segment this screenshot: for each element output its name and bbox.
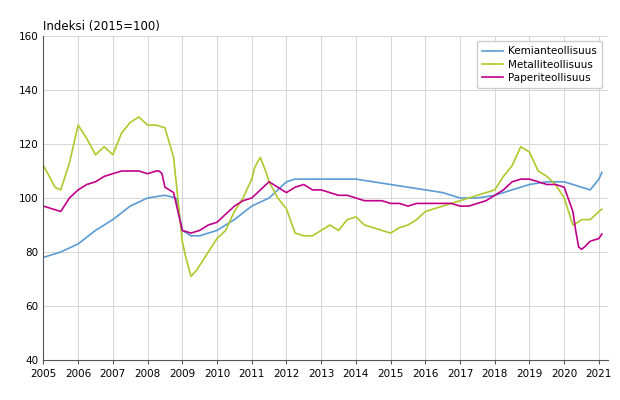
Paperiteollisuus xyxy=(40,204,47,208)
Metalliteollisuus xyxy=(92,152,99,157)
Kemianteollisuus xyxy=(471,196,478,200)
Line: Paperiteollisuus: Paperiteollisuus xyxy=(43,171,602,249)
Metalliteollisuus xyxy=(135,114,143,119)
Legend: Kemianteollisuus, Metalliteollisuus, Paperiteollisuus: Kemianteollisuus, Metalliteollisuus, Pap… xyxy=(477,41,603,88)
Metalliteollisuus xyxy=(309,233,316,238)
Text: Indeksi (2015=100): Indeksi (2015=100) xyxy=(43,20,161,34)
Kemianteollisuus xyxy=(598,170,606,175)
Paperiteollisuus xyxy=(474,201,481,206)
Paperiteollisuus xyxy=(158,171,166,176)
Kemianteollisuus xyxy=(40,255,47,260)
Line: Metalliteollisuus: Metalliteollisuus xyxy=(43,117,602,276)
Paperiteollisuus xyxy=(118,169,125,174)
Paperiteollisuus xyxy=(578,247,585,252)
Paperiteollisuus xyxy=(332,192,339,197)
Paperiteollisuus xyxy=(92,179,99,184)
Metalliteollisuus xyxy=(158,124,166,129)
Kemianteollisuus xyxy=(329,177,337,182)
Kemianteollisuus xyxy=(92,228,99,233)
Paperiteollisuus xyxy=(598,232,606,236)
Metalliteollisuus xyxy=(40,163,47,168)
Metalliteollisuus xyxy=(477,192,484,197)
Kemianteollisuus xyxy=(488,193,495,198)
Metalliteollisuus xyxy=(187,274,195,279)
Line: Kemianteollisuus: Kemianteollisuus xyxy=(43,172,602,258)
Metalliteollisuus xyxy=(494,183,502,188)
Metalliteollisuus xyxy=(598,207,606,212)
Kemianteollisuus xyxy=(303,177,311,182)
Paperiteollisuus xyxy=(306,186,313,190)
Metalliteollisuus xyxy=(335,228,342,233)
Paperiteollisuus xyxy=(491,193,498,198)
Kemianteollisuus xyxy=(156,194,163,199)
